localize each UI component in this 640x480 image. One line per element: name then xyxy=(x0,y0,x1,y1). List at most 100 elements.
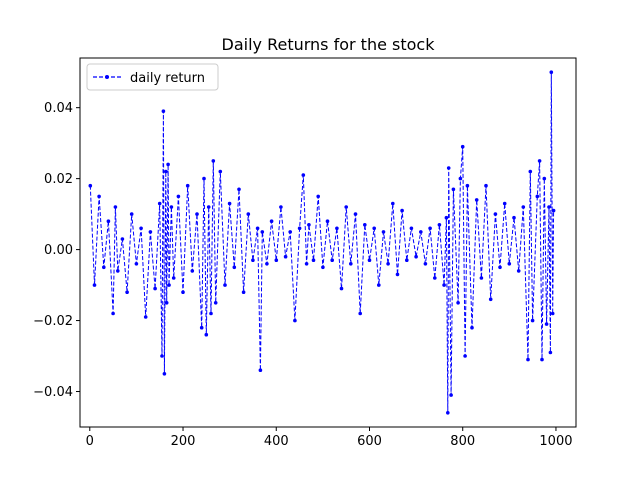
data-point xyxy=(321,265,325,270)
data-point xyxy=(449,393,453,397)
y-tick-label: 0.02 xyxy=(44,172,73,187)
data-point xyxy=(444,215,449,220)
legend: daily return xyxy=(86,63,219,91)
legend-marker-sample xyxy=(105,75,109,79)
data-point xyxy=(526,357,530,362)
data-point xyxy=(251,258,255,263)
x-tick-label: 200 xyxy=(171,434,196,449)
data-point xyxy=(335,226,339,231)
data-point xyxy=(502,201,507,206)
data-point xyxy=(512,215,516,220)
data-point xyxy=(260,230,265,234)
data-point xyxy=(213,301,218,305)
data-point xyxy=(498,265,502,270)
data-point xyxy=(169,205,174,209)
data-point xyxy=(116,269,120,273)
data-point xyxy=(283,254,288,259)
data-point xyxy=(311,258,316,263)
data-point xyxy=(507,262,512,266)
data-point xyxy=(330,258,335,263)
data-point xyxy=(167,283,171,287)
data-point xyxy=(484,183,488,188)
data-point xyxy=(544,322,549,326)
data-point xyxy=(181,290,185,295)
data-point xyxy=(206,205,211,209)
data-point xyxy=(446,411,450,415)
data-point xyxy=(542,176,547,181)
data-point xyxy=(288,230,293,234)
y-tick-label: 0.04 xyxy=(44,101,73,116)
data-point xyxy=(143,315,148,319)
data-point xyxy=(423,262,428,266)
data-point xyxy=(148,230,153,234)
data-point xyxy=(528,169,533,174)
data-point xyxy=(153,286,157,291)
data-point xyxy=(97,194,101,199)
axes-layer: 0 200 400 600 800 1000 −0.04 −0.02 0.00 0.02 0.04 xyxy=(33,57,577,449)
legend-box xyxy=(86,63,219,91)
series-line xyxy=(89,72,555,413)
data-point xyxy=(548,350,553,355)
data-point xyxy=(204,332,209,337)
data-point xyxy=(460,144,465,149)
data-point xyxy=(446,166,451,170)
data-point xyxy=(164,301,169,305)
data-point xyxy=(241,290,246,295)
data-point xyxy=(437,223,442,227)
data-point xyxy=(451,187,456,192)
data-point xyxy=(377,283,381,287)
data-point xyxy=(409,226,414,231)
data-point xyxy=(381,230,386,234)
data-point xyxy=(134,262,139,266)
data-point xyxy=(171,276,176,280)
data-point xyxy=(428,226,432,231)
data-point xyxy=(405,258,409,263)
data-point xyxy=(344,205,349,209)
data-point xyxy=(386,262,390,266)
data-point xyxy=(465,183,470,188)
data-point xyxy=(176,194,181,199)
data-point xyxy=(470,325,474,330)
data-point xyxy=(166,162,170,167)
data-point xyxy=(458,176,463,181)
data-point xyxy=(316,194,321,199)
data-point xyxy=(232,265,237,270)
legend-label: daily return xyxy=(130,71,205,86)
x-tick-label: 400 xyxy=(264,434,289,449)
x-tick-label: 0 xyxy=(86,434,94,449)
y-tick-label: 0.00 xyxy=(44,243,73,258)
data-point xyxy=(530,318,535,323)
data-point xyxy=(190,269,195,273)
data-point xyxy=(353,212,358,216)
x-tick-label: 800 xyxy=(450,434,475,449)
data-point xyxy=(129,212,134,216)
data-point xyxy=(372,226,377,231)
data-point xyxy=(185,183,190,188)
data-point xyxy=(92,283,97,287)
data-point xyxy=(139,226,143,231)
data-point xyxy=(162,372,167,376)
y-tick-label: −0.04 xyxy=(33,385,73,400)
x-tick-label: 600 xyxy=(357,434,382,449)
data-point xyxy=(442,283,446,287)
data-point xyxy=(279,205,283,209)
data-point xyxy=(547,205,551,209)
data-point xyxy=(325,219,330,223)
data-point xyxy=(549,70,554,74)
chart-title: Daily Returns for the stock xyxy=(222,35,436,54)
data-point xyxy=(113,205,118,209)
data-point xyxy=(227,201,232,206)
axes-frame xyxy=(79,57,577,428)
series-layer xyxy=(88,70,556,415)
data-point xyxy=(363,223,367,227)
data-point xyxy=(265,262,269,266)
data-point xyxy=(433,276,437,280)
data-point xyxy=(537,159,542,163)
data-point xyxy=(209,311,213,316)
data-point xyxy=(551,208,556,213)
data-point xyxy=(246,212,251,216)
data-point xyxy=(474,198,479,202)
data-point xyxy=(255,226,260,231)
data-point xyxy=(358,311,363,316)
data-point xyxy=(339,286,344,291)
